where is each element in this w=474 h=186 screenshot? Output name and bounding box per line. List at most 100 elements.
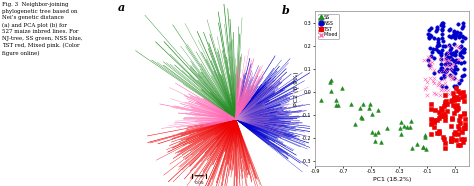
NSS bbox=[443, 67, 451, 70]
NSS bbox=[450, 51, 457, 54]
NSS bbox=[446, 28, 454, 31]
NSS bbox=[446, 35, 453, 38]
TST bbox=[453, 108, 461, 111]
NSS bbox=[459, 75, 466, 78]
NSS bbox=[438, 32, 446, 35]
TST bbox=[454, 124, 462, 127]
TST bbox=[460, 113, 468, 116]
NSS bbox=[438, 24, 445, 27]
SS bbox=[352, 122, 359, 125]
NSS bbox=[438, 66, 446, 69]
NSS bbox=[454, 61, 462, 64]
SS bbox=[397, 121, 404, 124]
NSS bbox=[446, 51, 454, 54]
NSS bbox=[429, 47, 437, 50]
NSS bbox=[452, 53, 459, 56]
NSS bbox=[449, 33, 456, 36]
Mixed bbox=[446, 75, 454, 78]
SS bbox=[383, 126, 391, 129]
TST bbox=[459, 91, 467, 94]
TST bbox=[440, 138, 448, 141]
SS bbox=[421, 136, 429, 139]
TST bbox=[453, 97, 461, 100]
NSS bbox=[442, 85, 449, 88]
TST bbox=[428, 118, 435, 121]
TST bbox=[447, 137, 455, 140]
TST bbox=[436, 114, 444, 117]
NSS bbox=[448, 57, 456, 60]
TST bbox=[427, 132, 435, 135]
NSS bbox=[425, 32, 432, 35]
NSS bbox=[451, 34, 458, 37]
NSS bbox=[451, 72, 459, 75]
NSS bbox=[439, 45, 447, 48]
NSS bbox=[437, 54, 445, 57]
SS bbox=[400, 125, 408, 128]
SS bbox=[413, 143, 421, 146]
TST bbox=[433, 119, 440, 122]
NSS bbox=[459, 22, 466, 25]
SS bbox=[366, 103, 374, 106]
NSS bbox=[441, 62, 448, 65]
NSS bbox=[458, 27, 466, 30]
TST bbox=[435, 132, 443, 135]
Mixed bbox=[438, 89, 445, 92]
TST bbox=[451, 112, 458, 115]
Mixed bbox=[454, 79, 462, 82]
Mixed bbox=[421, 78, 429, 81]
Mixed bbox=[445, 59, 453, 62]
TST bbox=[460, 126, 468, 129]
NSS bbox=[451, 61, 459, 64]
Mixed bbox=[426, 76, 434, 79]
NSS bbox=[448, 52, 456, 55]
SS bbox=[374, 131, 382, 134]
Mixed bbox=[423, 80, 430, 83]
SS bbox=[348, 103, 356, 106]
SS bbox=[368, 112, 376, 115]
TST bbox=[452, 105, 460, 108]
NSS bbox=[455, 81, 463, 84]
TST bbox=[460, 95, 468, 98]
Mixed bbox=[454, 58, 462, 61]
SS bbox=[356, 107, 364, 110]
NSS bbox=[442, 69, 450, 72]
NSS bbox=[447, 36, 455, 39]
TST bbox=[451, 133, 458, 136]
NSS bbox=[455, 34, 463, 37]
Text: a: a bbox=[118, 2, 125, 13]
SS bbox=[317, 99, 325, 102]
Mixed bbox=[426, 56, 433, 59]
NSS bbox=[433, 44, 441, 47]
TST bbox=[430, 118, 438, 121]
Mixed bbox=[431, 77, 438, 80]
Mixed bbox=[444, 45, 452, 48]
Mixed bbox=[430, 69, 438, 72]
TST bbox=[427, 103, 435, 106]
NSS bbox=[450, 77, 458, 80]
NSS bbox=[453, 30, 461, 33]
SS bbox=[374, 109, 382, 112]
NSS bbox=[450, 60, 458, 63]
TST bbox=[441, 100, 448, 103]
NSS bbox=[452, 32, 460, 35]
Mixed bbox=[441, 77, 448, 80]
Mixed bbox=[444, 70, 451, 73]
NSS bbox=[450, 29, 458, 32]
NSS bbox=[439, 24, 447, 27]
NSS bbox=[456, 46, 464, 49]
NSS bbox=[450, 30, 458, 33]
TST bbox=[441, 142, 449, 145]
Mixed bbox=[443, 73, 450, 76]
NSS bbox=[449, 53, 457, 56]
SS bbox=[359, 103, 366, 106]
NSS bbox=[460, 60, 468, 63]
TST bbox=[431, 108, 439, 111]
TST bbox=[438, 115, 445, 118]
Mixed bbox=[436, 82, 443, 85]
NSS bbox=[441, 70, 449, 73]
NSS bbox=[446, 43, 453, 46]
TST bbox=[461, 138, 468, 141]
Mixed bbox=[420, 59, 428, 62]
NSS bbox=[438, 63, 445, 66]
NSS bbox=[443, 55, 450, 58]
